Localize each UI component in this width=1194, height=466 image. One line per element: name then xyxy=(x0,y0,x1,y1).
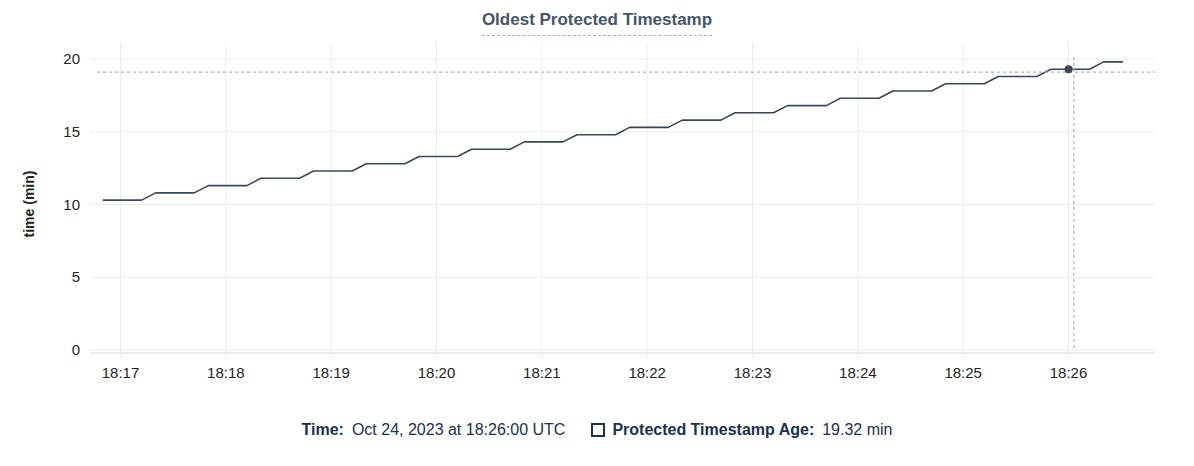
y-tick-label: 20 xyxy=(63,50,80,67)
series-line xyxy=(103,62,1123,200)
hover-tooltip-legend: Time: Oct 24, 2023 at 18:26:00 UTC Prote… xyxy=(0,421,1194,439)
x-tick-label: 18:22 xyxy=(628,364,666,381)
x-tick-label: 18:20 xyxy=(418,364,456,381)
y-tick-label: 5 xyxy=(72,268,80,285)
y-tick-label: 0 xyxy=(72,341,80,358)
x-tick-label: 18:21 xyxy=(523,364,561,381)
x-tick-label: 18:23 xyxy=(734,364,772,381)
hover-point-dot xyxy=(1065,65,1073,73)
legend-time-label: Time: xyxy=(302,421,344,439)
x-tick-label: 18:17 xyxy=(102,364,140,381)
x-tick-label: 18:26 xyxy=(1050,364,1088,381)
x-tick-label: 18:25 xyxy=(944,364,982,381)
x-tick-label: 18:19 xyxy=(312,364,350,381)
series-swatch[interactable] xyxy=(591,423,605,437)
x-tick-label: 18:18 xyxy=(207,364,245,381)
legend-time-value: Oct 24, 2023 at 18:26:00 UTC xyxy=(352,421,565,439)
y-axis-label: time (min) xyxy=(21,171,37,238)
legend-series-label: Protected Timestamp Age: xyxy=(612,421,814,439)
y-tick-label: 15 xyxy=(63,123,80,140)
chart-panel: Oldest Protected Timestamp 0510152018:17… xyxy=(0,0,1194,466)
legend-series-value: 19.32 min xyxy=(822,421,892,439)
x-tick-label: 18:24 xyxy=(839,364,877,381)
chart-plot-area[interactable]: 0 5 10 15 20 18:17 18:18 18:19 18:20 18:21 18:22 18… xyxy=(0,0,1194,410)
y-tick-label: 10 xyxy=(63,196,80,213)
